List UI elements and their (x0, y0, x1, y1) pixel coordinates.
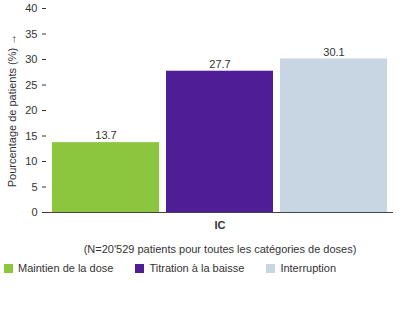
svg-text:10: 10 (25, 155, 37, 167)
svg-text:35: 35 (25, 28, 37, 40)
svg-text:(N=20'529 patients pour toutes: (N=20'529 patients pour toutes les catég… (84, 243, 357, 255)
html-text:Interruption: Interruption (280, 262, 336, 274)
svg-text:0: 0 (31, 206, 37, 218)
svg-text:13.7: 13.7 (95, 129, 116, 141)
html-text:Maintien de la dose: Maintien de la dose (18, 262, 114, 274)
svg-text:30.1: 30.1 (323, 46, 344, 58)
svg-text:25: 25 (25, 79, 37, 91)
svg-text:IC: IC (215, 219, 226, 231)
svg-text:27.7: 27.7 (209, 58, 230, 70)
svg-text:20: 20 (25, 104, 37, 116)
svg-text:15: 15 (25, 130, 37, 142)
html-text:Titration à la baisse: Titration à la baisse (149, 262, 245, 274)
svg-text:30: 30 (25, 53, 37, 65)
svg-text:40: 40 (25, 2, 37, 14)
svg-text:5: 5 (31, 181, 37, 193)
svg-text:Pourcentage de patients (%) →: Pourcentage de patients (%) → (6, 34, 18, 187)
